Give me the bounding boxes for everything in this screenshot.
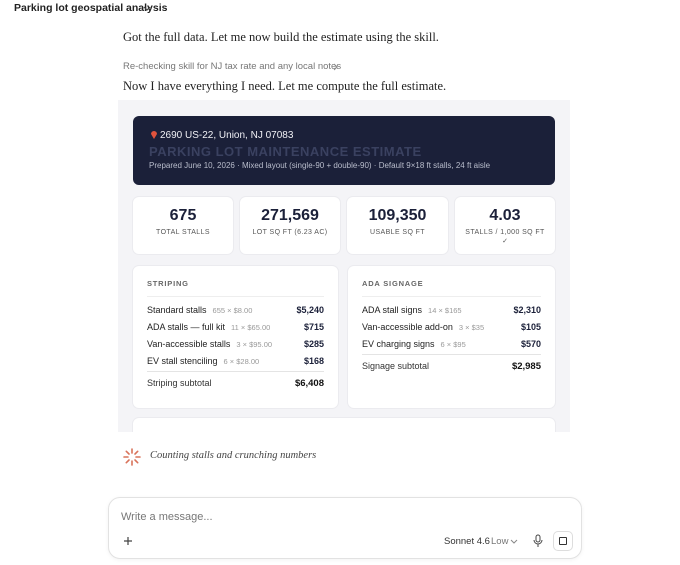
item-detail: 11 × $65.00: [231, 323, 271, 332]
item-amount: $5,240: [296, 305, 324, 315]
item-name: ADA stalls — full kit: [147, 322, 226, 332]
subtotal-label: Signage subtotal: [362, 361, 430, 371]
item-name: Van-accessible add-on: [362, 322, 453, 332]
line-item: Van-accessible add-on 3 × $35: [362, 322, 484, 332]
stat-value: 109,350: [368, 207, 427, 224]
stat-value: 675: [169, 207, 197, 224]
stat-label: STALLS / 1,000 SQ FT: [465, 229, 545, 236]
line-item: EV stall stenciling 6 × $28.00: [147, 356, 259, 366]
item-amount: $285: [303, 339, 324, 349]
stat-label: LOT SQ FT (6.23 AC): [252, 229, 328, 236]
truncated-card: [133, 418, 555, 432]
item-detail: 655 × $8.00: [212, 306, 253, 315]
cost-section: STRIPING Standard stalls 655 × $8.00 $5,240…: [133, 266, 338, 408]
item-name: Standard stalls: [147, 305, 207, 315]
item-amount: $570: [520, 339, 541, 349]
assistant-message: Got the full data. Let me now build the …: [123, 30, 439, 44]
estimate-artifact: PARKING LOT MAINTENANCE ESTIMATE 2690 US…: [118, 100, 570, 432]
estimate-location: 2690 US-22, Union, NJ 07083: [160, 130, 294, 141]
stat-card: 675 TOTAL STALLS: [133, 197, 233, 254]
item-amount: $715: [303, 322, 324, 332]
section-title: STRIPING: [147, 279, 189, 288]
subtotal-divider: [362, 354, 541, 355]
estimate-title: PARKING LOT MAINTENANCE ESTIMATE: [149, 144, 422, 159]
model-selector[interactable]: Sonnet 4.6: [444, 536, 490, 547]
line-item: ADA stall signs 14 × $165: [362, 305, 462, 315]
line-item: Van-accessible stalls 3 × $95.00: [147, 339, 272, 349]
stat-check: ✓: [502, 238, 508, 245]
status-text: Counting stalls and crunching numbers: [150, 450, 317, 461]
item-amount: $168: [303, 356, 324, 366]
item-detail: 3 × $35: [458, 323, 485, 332]
line-item: ADA stalls — full kit 11 × $65.00: [147, 322, 270, 332]
item-name: EV stall stenciling: [147, 356, 218, 366]
section-divider: [147, 296, 324, 297]
stop-button[interactable]: [553, 531, 573, 551]
item-detail: 6 × $28.00: [223, 357, 260, 366]
tool-step-chevron[interactable]: [332, 62, 340, 72]
item-amount: $2,310: [513, 305, 541, 315]
item-name: Van-accessible stalls: [147, 339, 231, 349]
effort-selector[interactable]: Low: [491, 536, 509, 547]
item-detail: 6 × $95: [440, 340, 466, 349]
subtotal-amount: $2,985: [511, 361, 541, 372]
message-input[interactable]: Write a message...: [121, 511, 213, 523]
stat-label: USABLE SQ FT: [370, 229, 425, 236]
subtotal-amount: $6,408: [294, 378, 324, 389]
estimate-subtitle: Prepared June 10, 2026 · Mixed layout (s…: [149, 161, 491, 170]
stat-card: 271,569 LOT SQ FT (6.23 AC): [240, 197, 340, 254]
assistant-message: Now I have everything I need. Let me com…: [123, 79, 447, 93]
effort-chevron[interactable]: [510, 539, 518, 545]
stop-icon: [559, 537, 567, 545]
composer: Write a message... Sonnet 4.6 Low: [108, 497, 582, 559]
stat-label: TOTAL STALLS: [156, 229, 210, 236]
add-button[interactable]: [123, 536, 133, 546]
section-divider: [362, 296, 541, 297]
stat-value: 4.03: [489, 207, 521, 224]
cost-section: ADA SIGNAGE ADA stall signs 14 × $165 $2,31…: [348, 266, 555, 408]
mic-button[interactable]: [532, 534, 544, 548]
pin-icon: [151, 131, 157, 139]
item-name: ADA stall signs: [362, 305, 423, 315]
conversation-title[interactable]: Parking lot geospatial analysis: [14, 2, 168, 14]
line-item: EV charging signs 6 × $95: [362, 339, 466, 349]
stat-card: 4.03 STALLS / 1,000 SQ FT ✓: [455, 197, 555, 254]
section-title: ADA SIGNAGE: [362, 279, 424, 288]
item-detail: 14 × $165: [428, 306, 462, 315]
estimate-header: PARKING LOT MAINTENANCE ESTIMATE 2690 US…: [133, 116, 555, 185]
item-name: EV charging signs: [362, 339, 435, 349]
title-chevron[interactable]: [142, 5, 152, 13]
subtotal-divider: [147, 371, 324, 372]
stat-value: 271,569: [261, 207, 319, 224]
tool-step[interactable]: Re-checking skill for NJ tax rate and an…: [123, 61, 342, 72]
item-detail: 3 × $95.00: [236, 340, 273, 349]
stat-card: 109,350 USABLE SQ FT: [347, 197, 448, 254]
subtotal-label: Striping subtotal: [147, 378, 212, 388]
spinner-icon: [123, 448, 141, 466]
item-amount: $105: [520, 322, 541, 332]
line-item: Standard stalls 655 × $8.00: [147, 305, 252, 315]
